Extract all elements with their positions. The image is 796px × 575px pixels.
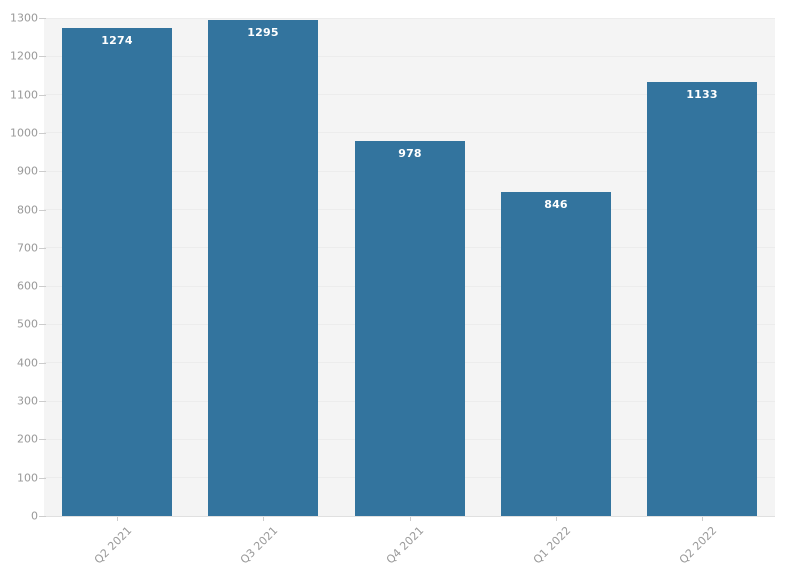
gridline <box>44 94 775 96</box>
y-axis-tick-label: 800 <box>17 203 38 217</box>
bar-q2-2021[interactable]: 1274 <box>62 28 172 516</box>
y-axis-tick-mark <box>39 477 46 479</box>
x-axis-tick-label: Q2 2021 <box>91 524 135 567</box>
plot-area: 1274 1295 978 846 1133 <box>44 17 775 517</box>
y-axis-tick-mark <box>39 171 46 173</box>
x-axis-tick-label: Q4 2021 <box>384 524 427 567</box>
y-axis-tick-label: 400 <box>17 356 38 370</box>
x-axis-tick-mark <box>555 517 557 521</box>
y-axis-tick-mark <box>39 324 46 326</box>
y-axis-tick-label: 500 <box>17 317 38 331</box>
y-axis-tick-label: 900 <box>17 164 38 178</box>
y-axis-tick-mark <box>39 439 46 441</box>
bar-q2-2022[interactable]: 1133 <box>647 82 757 516</box>
bar-q4-2021[interactable]: 978 <box>355 141 465 516</box>
y-axis-tick-label: 600 <box>17 279 38 293</box>
y-axis-tick-label: 0 <box>31 509 38 523</box>
y-axis-tick-label: 100 <box>17 471 38 485</box>
y-axis-tick-mark <box>39 401 46 403</box>
x-axis-tick-label: Q2 2022 <box>676 524 720 567</box>
x-axis-tick-label: Q1 2022 <box>530 524 573 567</box>
y-axis-tick-label: 1200 <box>10 49 38 63</box>
y-axis-tick-label: 300 <box>17 394 38 408</box>
y-axis-tick-mark <box>39 56 46 58</box>
gridline <box>44 132 775 134</box>
x-axis-tick-mark <box>409 517 411 521</box>
y-axis-tick-mark <box>39 247 46 249</box>
y-axis-tick-mark <box>39 362 46 364</box>
bar-value-label: 1274 <box>101 34 133 47</box>
y-axis-tick-mark <box>39 94 46 96</box>
y-axis-tick-label: 700 <box>17 241 38 255</box>
gridline <box>44 55 775 57</box>
bar-q3-2021[interactable]: 1295 <box>208 20 318 516</box>
bar-value-label: 1133 <box>686 88 718 101</box>
y-axis-tick-mark <box>39 516 46 517</box>
y-axis-tick-label: 1000 <box>10 126 38 140</box>
y-axis-tick-mark <box>39 286 46 288</box>
bar-value-label: 846 <box>544 198 568 211</box>
bar-value-label: 1295 <box>247 26 279 39</box>
x-axis-tick-label: Q3 2021 <box>237 524 281 567</box>
y-axis-tick-label: 200 <box>17 432 38 446</box>
y-axis-tick-mark <box>39 132 46 134</box>
gridline <box>44 17 775 19</box>
x-axis-tick-mark <box>701 517 703 521</box>
bar-q1-2022[interactable]: 846 <box>501 192 611 516</box>
y-axis-tick-label: 1100 <box>10 88 38 102</box>
y-axis-tick-mark <box>39 18 46 19</box>
x-axis-tick-mark <box>263 517 265 521</box>
bar-value-label: 978 <box>398 147 422 160</box>
y-axis-tick-mark <box>39 209 46 211</box>
y-axis-tick-label: 1300 <box>10 11 38 25</box>
x-axis-tick-mark <box>117 517 119 521</box>
